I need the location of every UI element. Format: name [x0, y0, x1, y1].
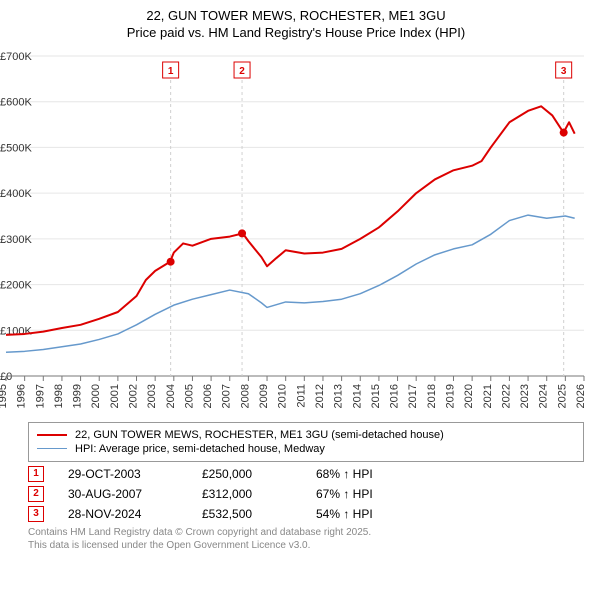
- chart-area: £0£100K£200K£300K£400K£500K£600K£700K199…: [0, 46, 592, 416]
- sale-price: £532,500: [202, 507, 292, 521]
- svg-text:2019: 2019: [444, 384, 456, 408]
- svg-text:1999: 1999: [72, 384, 84, 408]
- svg-text:2005: 2005: [183, 384, 195, 408]
- svg-text:1996: 1996: [16, 384, 28, 408]
- sales-table: 1 29-OCT-2003 £250,000 68% ↑ HPI 2 30-AUG-200…: [28, 466, 584, 522]
- sale-date: 29-OCT-2003: [68, 467, 178, 481]
- svg-text:£700K: £700K: [0, 51, 32, 63]
- sale-date: 30-AUG-2007: [68, 487, 178, 501]
- svg-text:2020: 2020: [463, 384, 475, 408]
- sale-row: 3 28-NOV-2024 £532,500 54% ↑ HPI: [28, 506, 584, 522]
- footer-line1: Contains HM Land Registry data © Crown c…: [28, 526, 584, 539]
- svg-text:2010: 2010: [277, 384, 289, 408]
- svg-text:2022: 2022: [500, 384, 512, 408]
- svg-text:2003: 2003: [146, 384, 158, 408]
- svg-text:£200K: £200K: [0, 279, 32, 291]
- svg-text:2000: 2000: [90, 384, 102, 408]
- sale-pct: 54% ↑ HPI: [316, 507, 426, 521]
- svg-text:2006: 2006: [202, 384, 214, 408]
- sale-marker: 2: [28, 486, 44, 502]
- svg-text:£400K: £400K: [0, 188, 32, 200]
- sale-row: 1 29-OCT-2003 £250,000 68% ↑ HPI: [28, 466, 584, 482]
- legend-label: 22, GUN TOWER MEWS, ROCHESTER, ME1 3GU (…: [75, 429, 444, 441]
- title-address: 22, GUN TOWER MEWS, ROCHESTER, ME1 3GU: [0, 8, 592, 25]
- svg-text:2021: 2021: [482, 384, 494, 408]
- legend-label: HPI: Average price, semi-detached house,…: [75, 443, 325, 455]
- svg-text:2023: 2023: [519, 384, 531, 408]
- svg-text:2008: 2008: [239, 384, 251, 408]
- svg-text:3: 3: [561, 66, 567, 77]
- svg-text:£500K: £500K: [0, 142, 32, 154]
- line-chart-svg: £0£100K£200K£300K£400K£500K£600K£700K199…: [0, 46, 592, 416]
- svg-text:2018: 2018: [426, 384, 438, 408]
- svg-text:1: 1: [168, 66, 174, 77]
- svg-text:£600K: £600K: [0, 96, 32, 108]
- svg-text:2013: 2013: [333, 384, 345, 408]
- sale-price: £312,000: [202, 487, 292, 501]
- svg-text:2001: 2001: [109, 384, 121, 408]
- sale-marker: 1: [28, 466, 44, 482]
- svg-text:2002: 2002: [128, 384, 140, 408]
- legend-row: HPI: Average price, semi-detached house,…: [37, 443, 575, 455]
- svg-text:1997: 1997: [34, 384, 46, 408]
- svg-text:£300K: £300K: [0, 234, 32, 246]
- svg-text:£100K: £100K: [0, 325, 32, 337]
- svg-text:2024: 2024: [538, 384, 550, 408]
- svg-text:2016: 2016: [389, 384, 401, 408]
- legend-panel: 22, GUN TOWER MEWS, ROCHESTER, ME1 3GU (…: [28, 422, 584, 462]
- svg-text:1998: 1998: [53, 384, 65, 408]
- svg-text:2: 2: [239, 66, 245, 77]
- footer-line2: This data is licensed under the Open Gov…: [28, 539, 584, 552]
- svg-text:2025: 2025: [556, 384, 568, 408]
- chart-title-block: 22, GUN TOWER MEWS, ROCHESTER, ME1 3GU P…: [0, 8, 592, 42]
- svg-text:2014: 2014: [351, 384, 363, 408]
- sale-date: 28-NOV-2024: [68, 507, 178, 521]
- title-subtitle: Price paid vs. HM Land Registry's House …: [0, 25, 592, 42]
- sale-pct: 68% ↑ HPI: [316, 467, 426, 481]
- svg-text:2015: 2015: [370, 384, 382, 408]
- svg-text:2009: 2009: [258, 384, 270, 408]
- legend-swatch: [37, 434, 67, 436]
- svg-text:2011: 2011: [295, 384, 307, 408]
- svg-text:2012: 2012: [314, 384, 326, 408]
- sale-row: 2 30-AUG-2007 £312,000 67% ↑ HPI: [28, 486, 584, 502]
- svg-text:2007: 2007: [221, 384, 233, 408]
- svg-text:1995: 1995: [0, 384, 9, 408]
- sale-pct: 67% ↑ HPI: [316, 487, 426, 501]
- svg-text:2017: 2017: [407, 384, 419, 408]
- legend-row: 22, GUN TOWER MEWS, ROCHESTER, ME1 3GU (…: [37, 429, 575, 441]
- legend-swatch: [37, 448, 67, 449]
- sale-marker: 3: [28, 506, 44, 522]
- sale-price: £250,000: [202, 467, 292, 481]
- svg-text:2004: 2004: [165, 384, 177, 408]
- attribution-footer: Contains HM Land Registry data © Crown c…: [28, 526, 584, 552]
- svg-text:2026: 2026: [575, 384, 587, 408]
